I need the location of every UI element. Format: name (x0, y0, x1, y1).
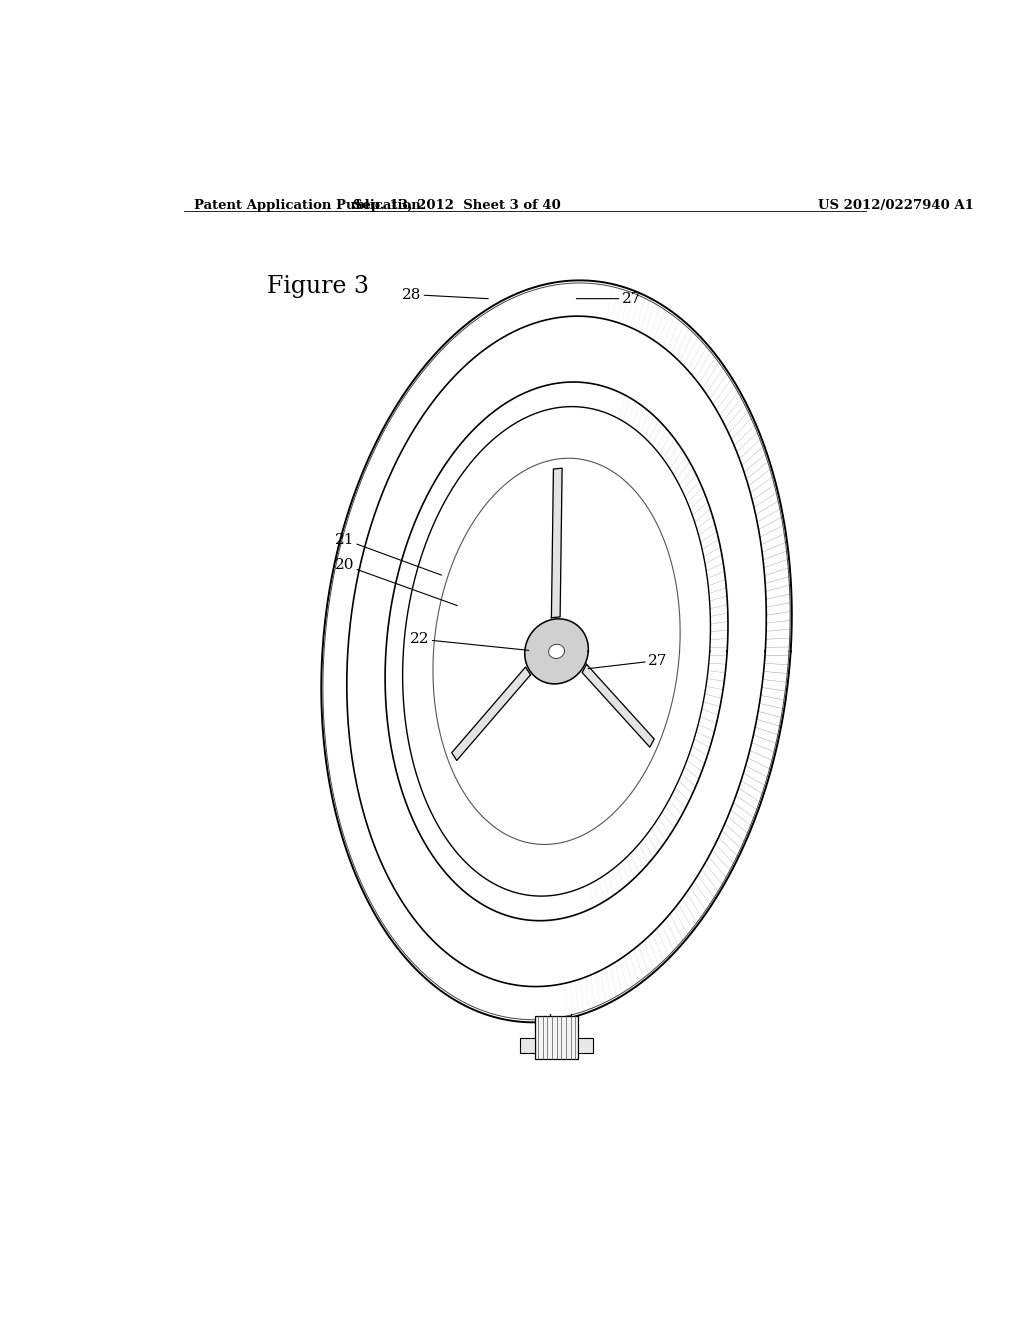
Polygon shape (583, 664, 654, 747)
Text: Patent Application Publication: Patent Application Publication (194, 199, 421, 213)
Polygon shape (452, 667, 530, 760)
Bar (535, 1016, 579, 1059)
Polygon shape (583, 664, 654, 747)
Polygon shape (549, 644, 564, 659)
Polygon shape (524, 619, 589, 684)
Polygon shape (551, 469, 562, 618)
Text: Sep. 13, 2012  Sheet 3 of 40: Sep. 13, 2012 Sheet 3 of 40 (353, 199, 561, 213)
Text: US 2012/0227940 A1: US 2012/0227940 A1 (818, 199, 974, 213)
Polygon shape (551, 469, 562, 618)
Text: Figure 3: Figure 3 (267, 276, 369, 298)
Text: 27: 27 (588, 653, 668, 669)
Text: 20: 20 (335, 558, 458, 606)
Text: 22: 22 (410, 632, 528, 651)
Bar (579, 1038, 593, 1052)
Text: 28: 28 (402, 288, 488, 301)
Polygon shape (452, 667, 530, 760)
Text: 27: 27 (577, 292, 641, 306)
Bar (520, 1038, 535, 1052)
Text: 21: 21 (335, 532, 441, 576)
